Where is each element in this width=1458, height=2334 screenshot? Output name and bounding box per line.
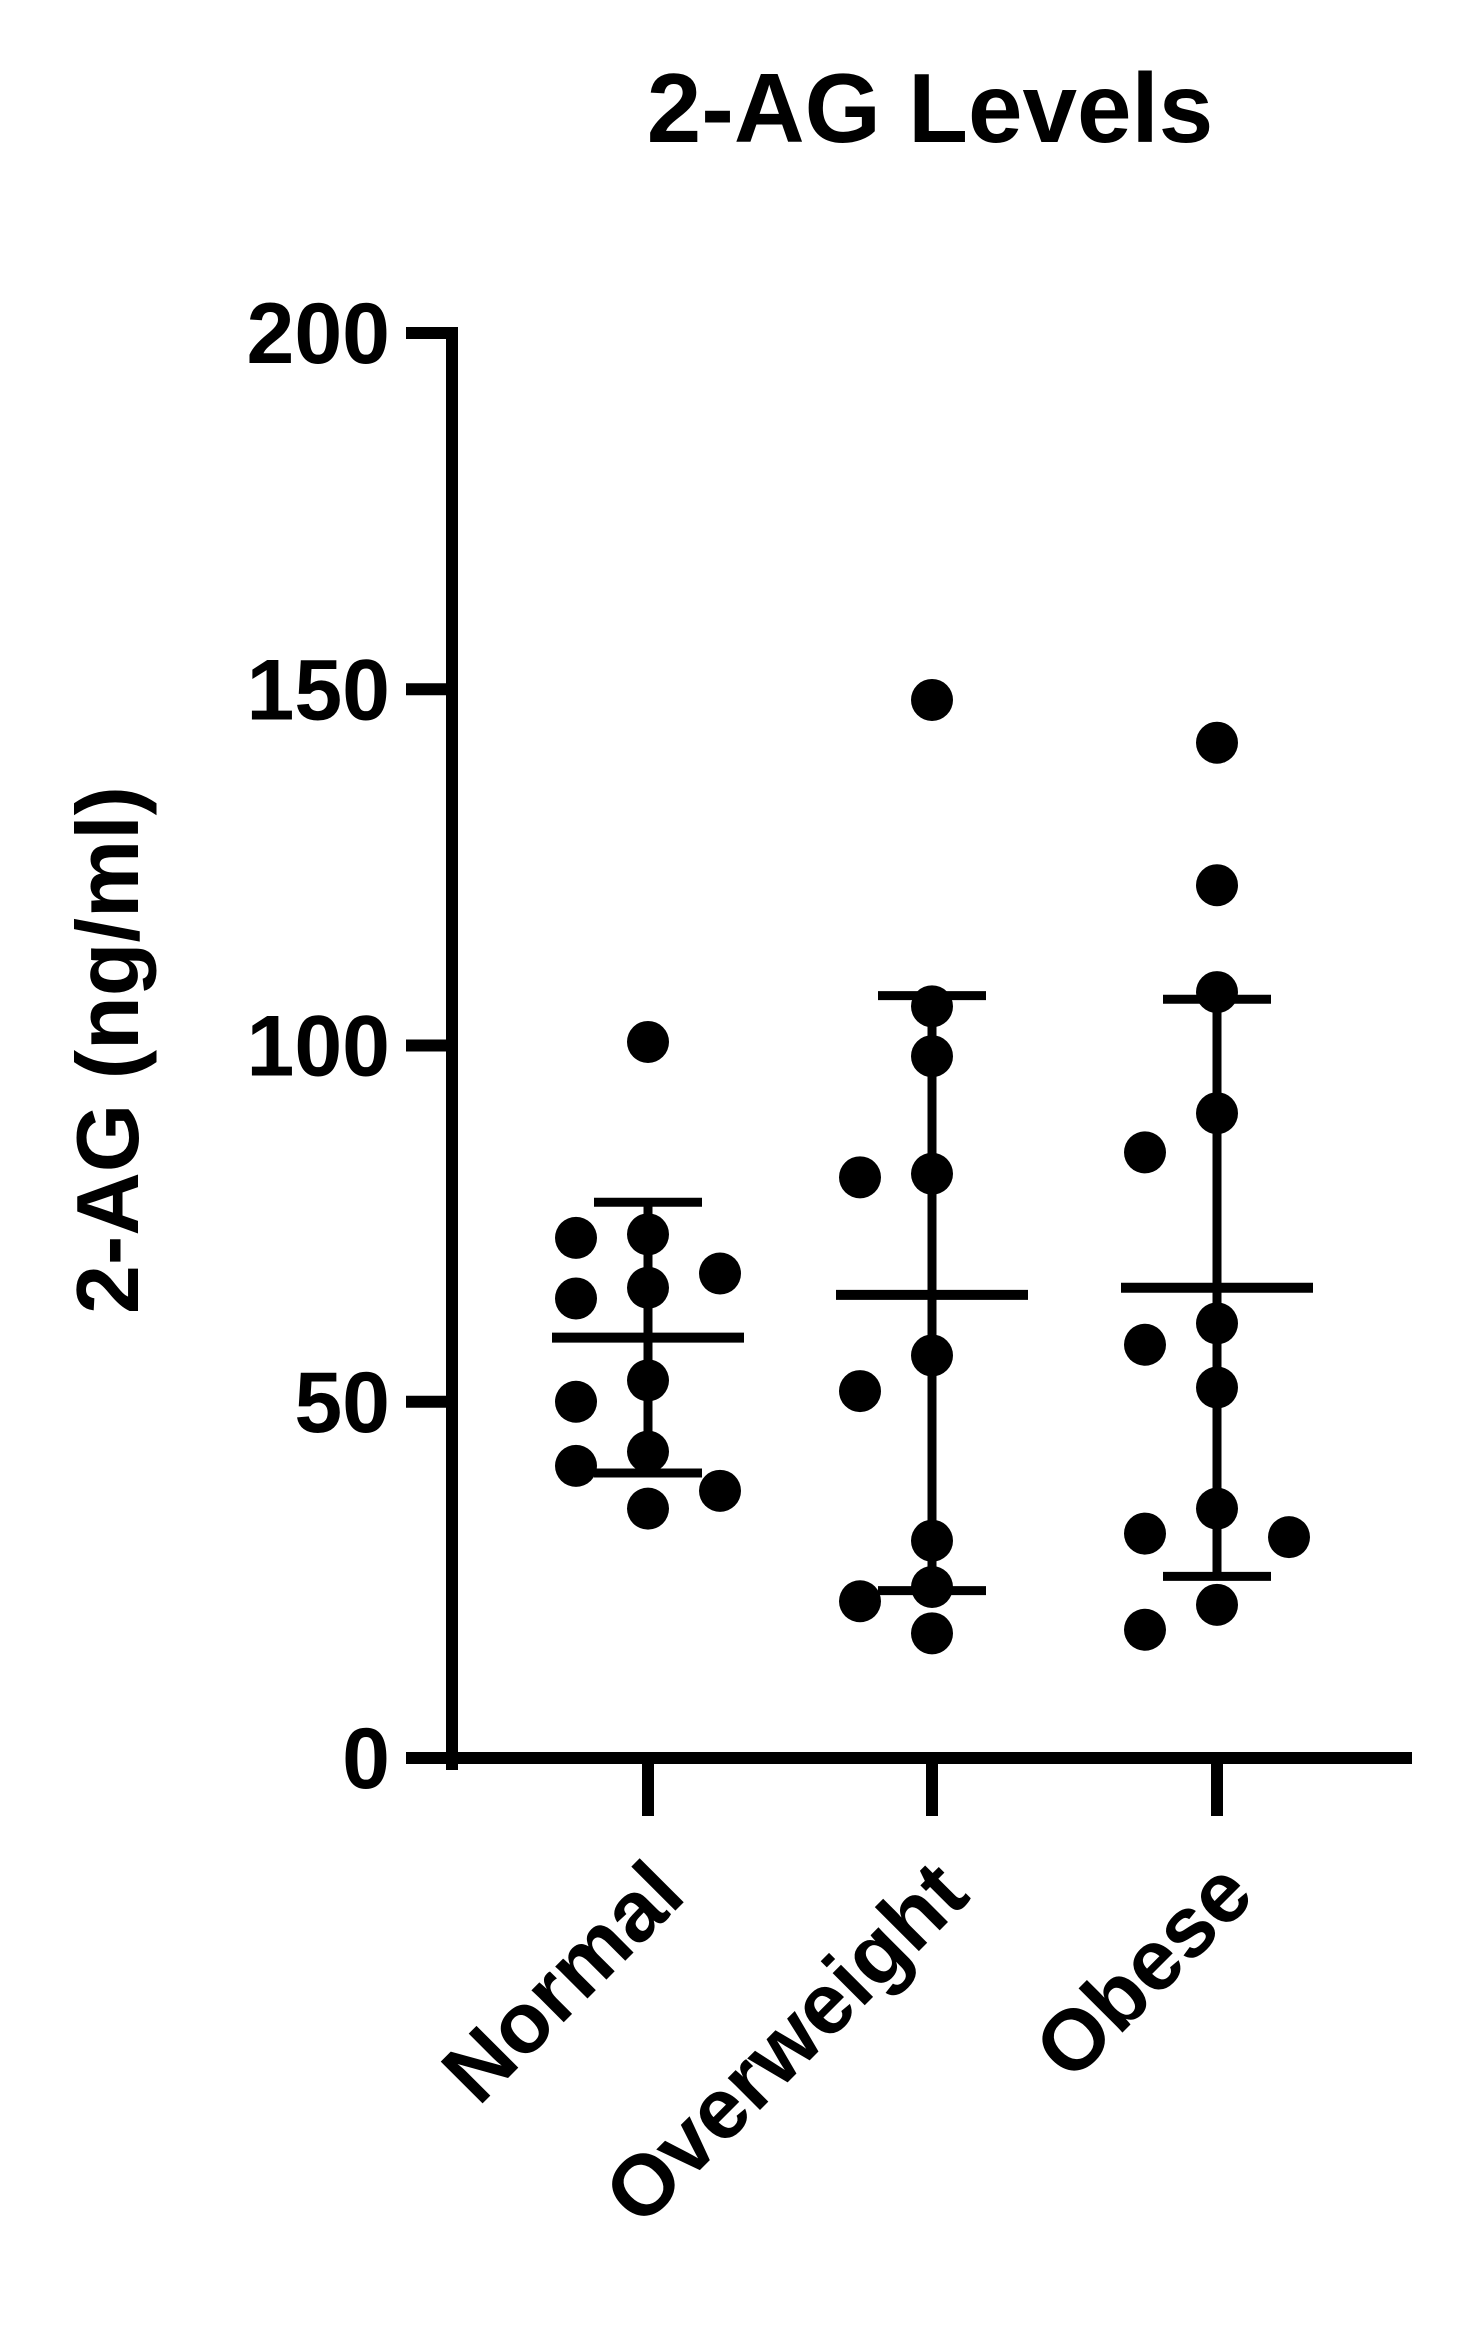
data-point bbox=[1124, 1512, 1166, 1555]
data-point bbox=[1196, 1302, 1238, 1345]
data-point bbox=[911, 1152, 953, 1195]
data-point bbox=[839, 1156, 881, 1199]
data-point bbox=[627, 1020, 669, 1063]
y-tick-label: 150 bbox=[247, 642, 391, 738]
data-point bbox=[1124, 1608, 1166, 1651]
y-tick-label: 50 bbox=[294, 1355, 390, 1451]
data-point bbox=[911, 1566, 953, 1608]
data-point bbox=[911, 1334, 953, 1377]
data-point bbox=[1196, 721, 1238, 764]
data-point bbox=[911, 1612, 953, 1655]
data-point bbox=[1196, 1583, 1238, 1626]
data-point bbox=[627, 1359, 669, 1402]
data-point bbox=[1124, 1323, 1166, 1366]
data-point bbox=[1196, 1366, 1238, 1409]
data-point bbox=[627, 1213, 669, 1256]
data-point bbox=[699, 1252, 741, 1295]
data-point bbox=[627, 1430, 669, 1473]
y-tick-label: 100 bbox=[247, 999, 391, 1095]
data-point bbox=[1196, 1092, 1238, 1135]
data-point bbox=[911, 985, 953, 1028]
data-point bbox=[555, 1380, 597, 1423]
x-tick-label: Obese bbox=[1017, 1844, 1271, 2098]
data-point bbox=[627, 1266, 669, 1309]
data-point bbox=[1124, 1131, 1166, 1174]
data-point bbox=[555, 1216, 597, 1259]
data-point bbox=[1196, 864, 1238, 907]
data-point bbox=[555, 1277, 597, 1320]
y-tick-label: 0 bbox=[342, 1711, 390, 1807]
y-tick-label: 200 bbox=[247, 286, 391, 382]
data-point bbox=[1196, 971, 1238, 1014]
data-point bbox=[911, 678, 953, 721]
y-axis-label: 2-AG (ng/ml) bbox=[58, 786, 157, 1314]
data-point bbox=[911, 1035, 953, 1078]
data-point bbox=[839, 1580, 881, 1623]
chart-title: 2-AG Levels bbox=[647, 53, 1213, 163]
data-point bbox=[699, 1469, 741, 1512]
x-tick-label: Normal bbox=[424, 1844, 701, 2121]
data-point bbox=[1268, 1516, 1310, 1559]
data-point bbox=[839, 1370, 881, 1413]
data-point bbox=[555, 1444, 597, 1487]
data-point bbox=[911, 1519, 953, 1562]
data-point bbox=[627, 1487, 669, 1530]
data-point bbox=[1196, 1487, 1238, 1530]
